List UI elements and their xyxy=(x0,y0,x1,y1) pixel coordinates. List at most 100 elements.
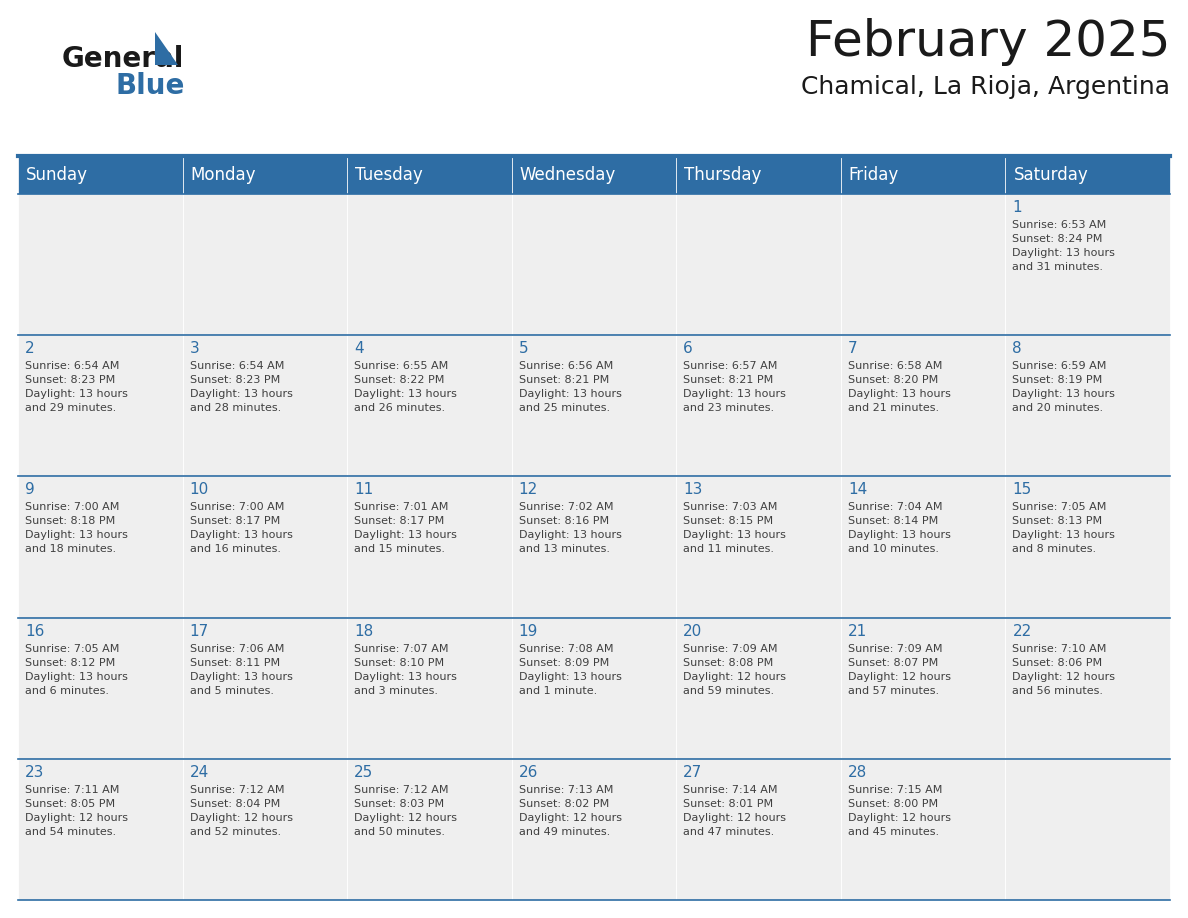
Text: 3: 3 xyxy=(190,341,200,356)
Text: 5: 5 xyxy=(519,341,529,356)
Text: Daylight: 13 hours: Daylight: 13 hours xyxy=(25,389,128,399)
Text: and 16 minutes.: and 16 minutes. xyxy=(190,544,280,554)
Text: Friday: Friday xyxy=(849,166,899,184)
Text: Saturday: Saturday xyxy=(1013,166,1088,184)
Text: and 59 minutes.: and 59 minutes. xyxy=(683,686,775,696)
Text: Sunrise: 7:09 AM: Sunrise: 7:09 AM xyxy=(683,644,778,654)
Text: Sunrise: 7:05 AM: Sunrise: 7:05 AM xyxy=(1012,502,1107,512)
Text: Daylight: 13 hours: Daylight: 13 hours xyxy=(1012,248,1116,258)
Bar xyxy=(347,759,512,900)
Text: Sunset: 8:21 PM: Sunset: 8:21 PM xyxy=(519,375,609,386)
Bar xyxy=(841,476,1005,618)
Text: and 6 minutes.: and 6 minutes. xyxy=(25,686,109,696)
Text: Monday: Monday xyxy=(190,166,257,184)
Text: 13: 13 xyxy=(683,482,702,498)
Text: Sunset: 8:21 PM: Sunset: 8:21 PM xyxy=(683,375,773,386)
Text: Sunrise: 7:08 AM: Sunrise: 7:08 AM xyxy=(519,644,613,654)
Bar xyxy=(18,476,183,618)
Text: Sunset: 8:22 PM: Sunset: 8:22 PM xyxy=(354,375,444,386)
Text: Daylight: 12 hours: Daylight: 12 hours xyxy=(848,812,950,823)
Text: and 54 minutes.: and 54 minutes. xyxy=(25,827,116,837)
Text: Daylight: 13 hours: Daylight: 13 hours xyxy=(190,389,292,399)
Bar xyxy=(347,335,512,476)
Text: and 56 minutes.: and 56 minutes. xyxy=(1012,686,1104,696)
Text: Sunrise: 6:54 AM: Sunrise: 6:54 AM xyxy=(25,361,119,371)
Text: and 57 minutes.: and 57 minutes. xyxy=(848,686,939,696)
Bar xyxy=(183,618,347,759)
Text: Sunrise: 6:53 AM: Sunrise: 6:53 AM xyxy=(1012,220,1107,230)
Bar xyxy=(183,335,347,476)
Text: Daylight: 13 hours: Daylight: 13 hours xyxy=(683,389,786,399)
Text: Sunrise: 7:10 AM: Sunrise: 7:10 AM xyxy=(1012,644,1107,654)
Bar xyxy=(183,194,347,335)
Text: Sunset: 8:03 PM: Sunset: 8:03 PM xyxy=(354,799,444,809)
Text: Sunset: 8:07 PM: Sunset: 8:07 PM xyxy=(848,657,939,667)
Bar xyxy=(512,476,676,618)
Text: Sunrise: 7:00 AM: Sunrise: 7:00 AM xyxy=(25,502,119,512)
Text: Sunset: 8:17 PM: Sunset: 8:17 PM xyxy=(354,517,444,526)
Text: and 25 minutes.: and 25 minutes. xyxy=(519,403,609,413)
Text: and 50 minutes.: and 50 minutes. xyxy=(354,827,446,837)
Text: 21: 21 xyxy=(848,623,867,639)
Text: Sunset: 8:01 PM: Sunset: 8:01 PM xyxy=(683,799,773,809)
Text: and 13 minutes.: and 13 minutes. xyxy=(519,544,609,554)
Text: 14: 14 xyxy=(848,482,867,498)
Text: Daylight: 13 hours: Daylight: 13 hours xyxy=(25,672,128,681)
Text: Daylight: 12 hours: Daylight: 12 hours xyxy=(683,672,786,681)
Text: Daylight: 13 hours: Daylight: 13 hours xyxy=(1012,389,1116,399)
Bar xyxy=(347,618,512,759)
Text: 26: 26 xyxy=(519,765,538,779)
Text: Sunset: 8:18 PM: Sunset: 8:18 PM xyxy=(25,517,115,526)
Bar xyxy=(676,335,841,476)
Text: and 1 minute.: and 1 minute. xyxy=(519,686,596,696)
Text: Sunrise: 6:59 AM: Sunrise: 6:59 AM xyxy=(1012,361,1107,371)
Text: Sunset: 8:19 PM: Sunset: 8:19 PM xyxy=(1012,375,1102,386)
Text: Chamical, La Rioja, Argentina: Chamical, La Rioja, Argentina xyxy=(801,75,1170,99)
Text: and 31 minutes.: and 31 minutes. xyxy=(1012,262,1104,272)
Bar xyxy=(183,476,347,618)
Text: and 52 minutes.: and 52 minutes. xyxy=(190,827,280,837)
Text: Sunset: 8:00 PM: Sunset: 8:00 PM xyxy=(848,799,939,809)
Text: 11: 11 xyxy=(354,482,373,498)
Text: Sunset: 8:09 PM: Sunset: 8:09 PM xyxy=(519,657,609,667)
Text: Daylight: 13 hours: Daylight: 13 hours xyxy=(848,389,950,399)
Bar xyxy=(18,759,183,900)
Text: Sunrise: 6:57 AM: Sunrise: 6:57 AM xyxy=(683,361,778,371)
Text: and 20 minutes.: and 20 minutes. xyxy=(1012,403,1104,413)
Bar xyxy=(1005,759,1170,900)
Text: Sunrise: 7:01 AM: Sunrise: 7:01 AM xyxy=(354,502,449,512)
Text: 28: 28 xyxy=(848,765,867,779)
Text: and 29 minutes.: and 29 minutes. xyxy=(25,403,116,413)
Text: Sunrise: 7:13 AM: Sunrise: 7:13 AM xyxy=(519,785,613,795)
Text: Sunrise: 7:04 AM: Sunrise: 7:04 AM xyxy=(848,502,942,512)
Text: 10: 10 xyxy=(190,482,209,498)
Text: Sunrise: 7:15 AM: Sunrise: 7:15 AM xyxy=(848,785,942,795)
Text: Sunrise: 7:14 AM: Sunrise: 7:14 AM xyxy=(683,785,778,795)
Bar xyxy=(1005,335,1170,476)
Text: Daylight: 13 hours: Daylight: 13 hours xyxy=(354,672,457,681)
Text: 16: 16 xyxy=(25,623,44,639)
Text: Tuesday: Tuesday xyxy=(355,166,423,184)
Text: Wednesday: Wednesday xyxy=(519,166,615,184)
Text: Sunrise: 7:02 AM: Sunrise: 7:02 AM xyxy=(519,502,613,512)
Bar xyxy=(841,194,1005,335)
Text: Sunrise: 6:58 AM: Sunrise: 6:58 AM xyxy=(848,361,942,371)
Text: Sunrise: 6:54 AM: Sunrise: 6:54 AM xyxy=(190,361,284,371)
Text: and 47 minutes.: and 47 minutes. xyxy=(683,827,775,837)
Text: 24: 24 xyxy=(190,765,209,779)
Bar xyxy=(347,476,512,618)
Text: Sunrise: 7:07 AM: Sunrise: 7:07 AM xyxy=(354,644,449,654)
Bar xyxy=(676,476,841,618)
Text: Daylight: 13 hours: Daylight: 13 hours xyxy=(1012,531,1116,541)
Bar xyxy=(1005,194,1170,335)
Text: Daylight: 13 hours: Daylight: 13 hours xyxy=(848,531,950,541)
Text: Daylight: 13 hours: Daylight: 13 hours xyxy=(190,672,292,681)
Text: Daylight: 12 hours: Daylight: 12 hours xyxy=(848,672,950,681)
Text: 4: 4 xyxy=(354,341,364,356)
Text: Daylight: 13 hours: Daylight: 13 hours xyxy=(519,389,621,399)
Text: and 18 minutes.: and 18 minutes. xyxy=(25,544,116,554)
Text: Sunset: 8:04 PM: Sunset: 8:04 PM xyxy=(190,799,280,809)
Text: Daylight: 13 hours: Daylight: 13 hours xyxy=(190,531,292,541)
Text: Sunrise: 6:56 AM: Sunrise: 6:56 AM xyxy=(519,361,613,371)
Text: Sunset: 8:06 PM: Sunset: 8:06 PM xyxy=(1012,657,1102,667)
